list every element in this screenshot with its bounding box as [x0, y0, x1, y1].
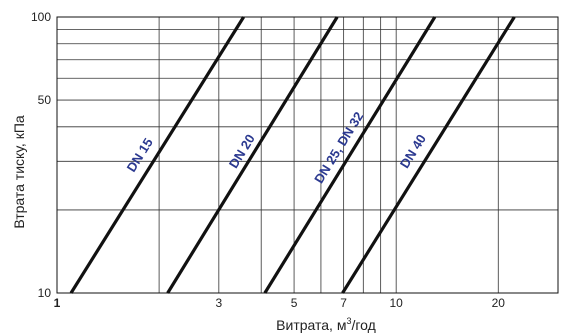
series-line-1 [69, 16, 245, 294]
series-line-2 [166, 16, 339, 294]
series-label-1: DN 15 [124, 135, 156, 174]
y-axis-label: Втрата тиску, кПа [11, 115, 27, 229]
x-axis-label-unit: /год [351, 317, 375, 333]
x-axis-label-sup: 3 [346, 316, 351, 326]
series-label-4: DN 40 [397, 132, 429, 171]
x-tick-label: 1 [54, 296, 61, 310]
x-axis-label: Витрата, м3/год [276, 316, 376, 333]
plot-frame [56, 16, 559, 294]
x-tick-label: 3 [215, 296, 222, 310]
x-tick-label: 10 [389, 296, 403, 310]
x-tick-labels: 1 3 5 7 10 20 [54, 296, 506, 310]
series-lines [69, 16, 516, 294]
y-tick-labels: 10 50 100 [31, 10, 51, 300]
series-line-3 [263, 16, 437, 294]
x-axis-label-main: Витрата, м [276, 317, 346, 333]
series-line-4 [341, 16, 516, 294]
x-tick-label: 20 [492, 296, 506, 310]
x-tick-label: 7 [340, 296, 347, 310]
y-tick-label: 10 [38, 286, 52, 300]
y-tick-label: 50 [38, 93, 52, 107]
grid [57, 17, 558, 293]
x-tick-label: 5 [291, 296, 298, 310]
series-labels: DN 15 DN 20 DN 25, DN 32 DN 40 [124, 109, 429, 186]
y-tick-label: 100 [31, 10, 51, 24]
